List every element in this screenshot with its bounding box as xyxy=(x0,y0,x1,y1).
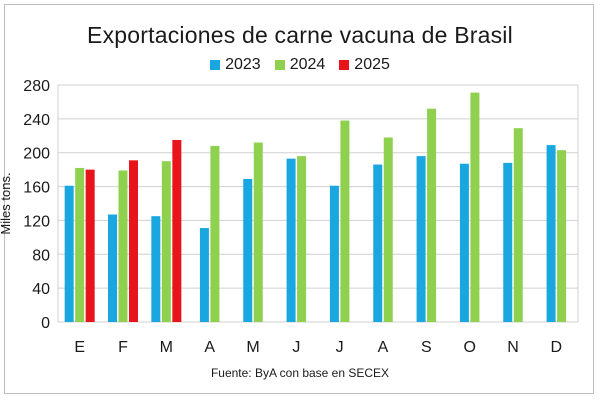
bar-2023-5 xyxy=(286,158,296,322)
bar-2024-5 xyxy=(297,156,307,322)
legend-label-2024: 2024 xyxy=(289,56,326,73)
bar-2023-9 xyxy=(459,163,469,322)
chart-title: Exportaciones de carne vacuna de Brasil xyxy=(87,22,513,48)
y-tick-label: 240 xyxy=(23,112,50,129)
x-tick-label: M xyxy=(160,339,173,356)
bar-2023-7 xyxy=(373,164,383,322)
y-tick-label: 40 xyxy=(32,281,50,298)
bar-2025-2 xyxy=(172,140,182,322)
bar-2024-2 xyxy=(161,161,171,322)
bar-2023-1 xyxy=(108,214,117,322)
x-tick-label: M xyxy=(246,339,259,356)
x-tick-label: A xyxy=(204,339,215,356)
y-tick-label: 280 xyxy=(23,78,50,95)
x-tick-label: S xyxy=(421,339,432,356)
legend-item-2023: 2023 xyxy=(210,56,261,74)
bar-2024-6 xyxy=(340,120,350,322)
bar-2024-8 xyxy=(427,108,437,322)
x-tick-label: J xyxy=(336,339,344,356)
legend-item-2024: 2024 xyxy=(274,56,326,74)
x-tick-label: E xyxy=(74,339,85,356)
legend-item-2025: 2025 xyxy=(339,56,390,74)
bar-2023-4 xyxy=(243,178,253,322)
chart-source: Fuente: ByA con base en SECEX xyxy=(210,366,390,380)
legend-label-2023: 2023 xyxy=(225,56,261,73)
y-tick-label: 200 xyxy=(23,146,50,163)
chart-legend: 2023 2024 2025 xyxy=(0,56,600,74)
bar-2024-10 xyxy=(513,128,523,322)
x-tick-label: O xyxy=(463,339,475,356)
y-tick-label: 120 xyxy=(23,213,50,230)
x-tick-label: J xyxy=(292,339,300,356)
y-tick-label: 80 xyxy=(32,247,50,264)
y-tick-label: 0 xyxy=(41,315,50,332)
bar-2023-2 xyxy=(151,216,161,322)
y-tick-label: 160 xyxy=(23,180,50,197)
x-tick-label: A xyxy=(378,339,389,356)
bar-2023-11 xyxy=(546,145,556,322)
bar-2025-0 xyxy=(85,169,95,322)
bar-2024-1 xyxy=(118,170,128,322)
bar-2024-4 xyxy=(253,142,263,322)
bar-2024-0 xyxy=(75,167,85,322)
legend-label-2025: 2025 xyxy=(354,56,390,73)
bar-2024-9 xyxy=(470,92,480,322)
x-tick-label: D xyxy=(551,339,563,356)
bar-2024-3 xyxy=(210,145,220,322)
bar-2023-6 xyxy=(329,185,339,322)
bar-2024-11 xyxy=(557,150,567,322)
legend-swatch-2024 xyxy=(274,60,285,70)
bar-2023-0 xyxy=(64,185,74,322)
legend-swatch-2023 xyxy=(210,60,221,70)
x-tick-label: F xyxy=(118,339,128,356)
bar-2023-3 xyxy=(199,228,209,322)
y-axis-label: Miles tons. xyxy=(0,172,13,234)
bar-2024-7 xyxy=(383,137,393,322)
x-tick-label: N xyxy=(507,339,519,356)
bar-2023-10 xyxy=(503,162,513,322)
legend-swatch-2025 xyxy=(339,60,350,70)
bar-2025-1 xyxy=(129,160,138,322)
bar-2023-8 xyxy=(416,156,426,322)
